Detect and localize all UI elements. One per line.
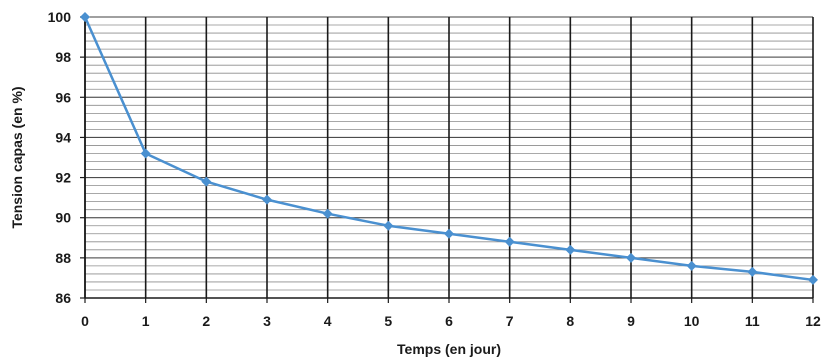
y-tick-label: 88	[55, 250, 71, 266]
y-axis-title: Tension capas (en %)	[9, 86, 25, 228]
major-grid	[84, 16, 814, 299]
x-tick-label: 3	[263, 313, 271, 329]
x-tick-label: 0	[81, 313, 89, 329]
data-point	[747, 266, 758, 277]
x-tick-label: 8	[566, 313, 574, 329]
x-tick-label: 10	[684, 313, 700, 329]
data-point	[504, 236, 515, 247]
data-point	[80, 12, 90, 22]
y-tick-label: 86	[55, 290, 71, 306]
x-tick-label: 2	[202, 313, 210, 329]
data-point	[686, 260, 697, 271]
data-point	[262, 194, 272, 205]
x-tick-label: 12	[805, 313, 821, 329]
data-point	[140, 148, 151, 159]
x-tick-label: 1	[142, 313, 150, 329]
axes	[80, 16, 814, 303]
y-tick-label: 94	[55, 129, 71, 145]
y-tick-labels: 86 88 90 92 94 96 98 100	[48, 9, 72, 306]
y-tick-label: 96	[55, 89, 71, 105]
x-tick-label: 9	[627, 313, 635, 329]
x-tick-labels: 0 1 2 3 4 5 6 7 8 9 10 11 12	[81, 313, 821, 329]
data-point	[626, 252, 636, 263]
data-point	[201, 176, 212, 187]
y-tick-label: 90	[55, 210, 71, 226]
x-tick-label: 4	[324, 313, 332, 329]
x-tick-label: 11	[745, 313, 760, 329]
series-group	[80, 12, 818, 285]
y-tick-label: 98	[55, 49, 71, 65]
x-tick-label: 5	[384, 313, 392, 329]
y-tick-label: 100	[48, 9, 72, 25]
x-axis-title: Temps (en jour)	[397, 341, 501, 357]
x-tick-label: 6	[445, 313, 453, 329]
y-tick-label: 92	[55, 170, 71, 186]
data-point	[383, 220, 394, 231]
data-point	[444, 228, 454, 239]
data-point	[565, 244, 576, 255]
data-point	[808, 274, 818, 285]
data-point	[322, 208, 333, 219]
x-tick-label: 7	[506, 313, 514, 329]
